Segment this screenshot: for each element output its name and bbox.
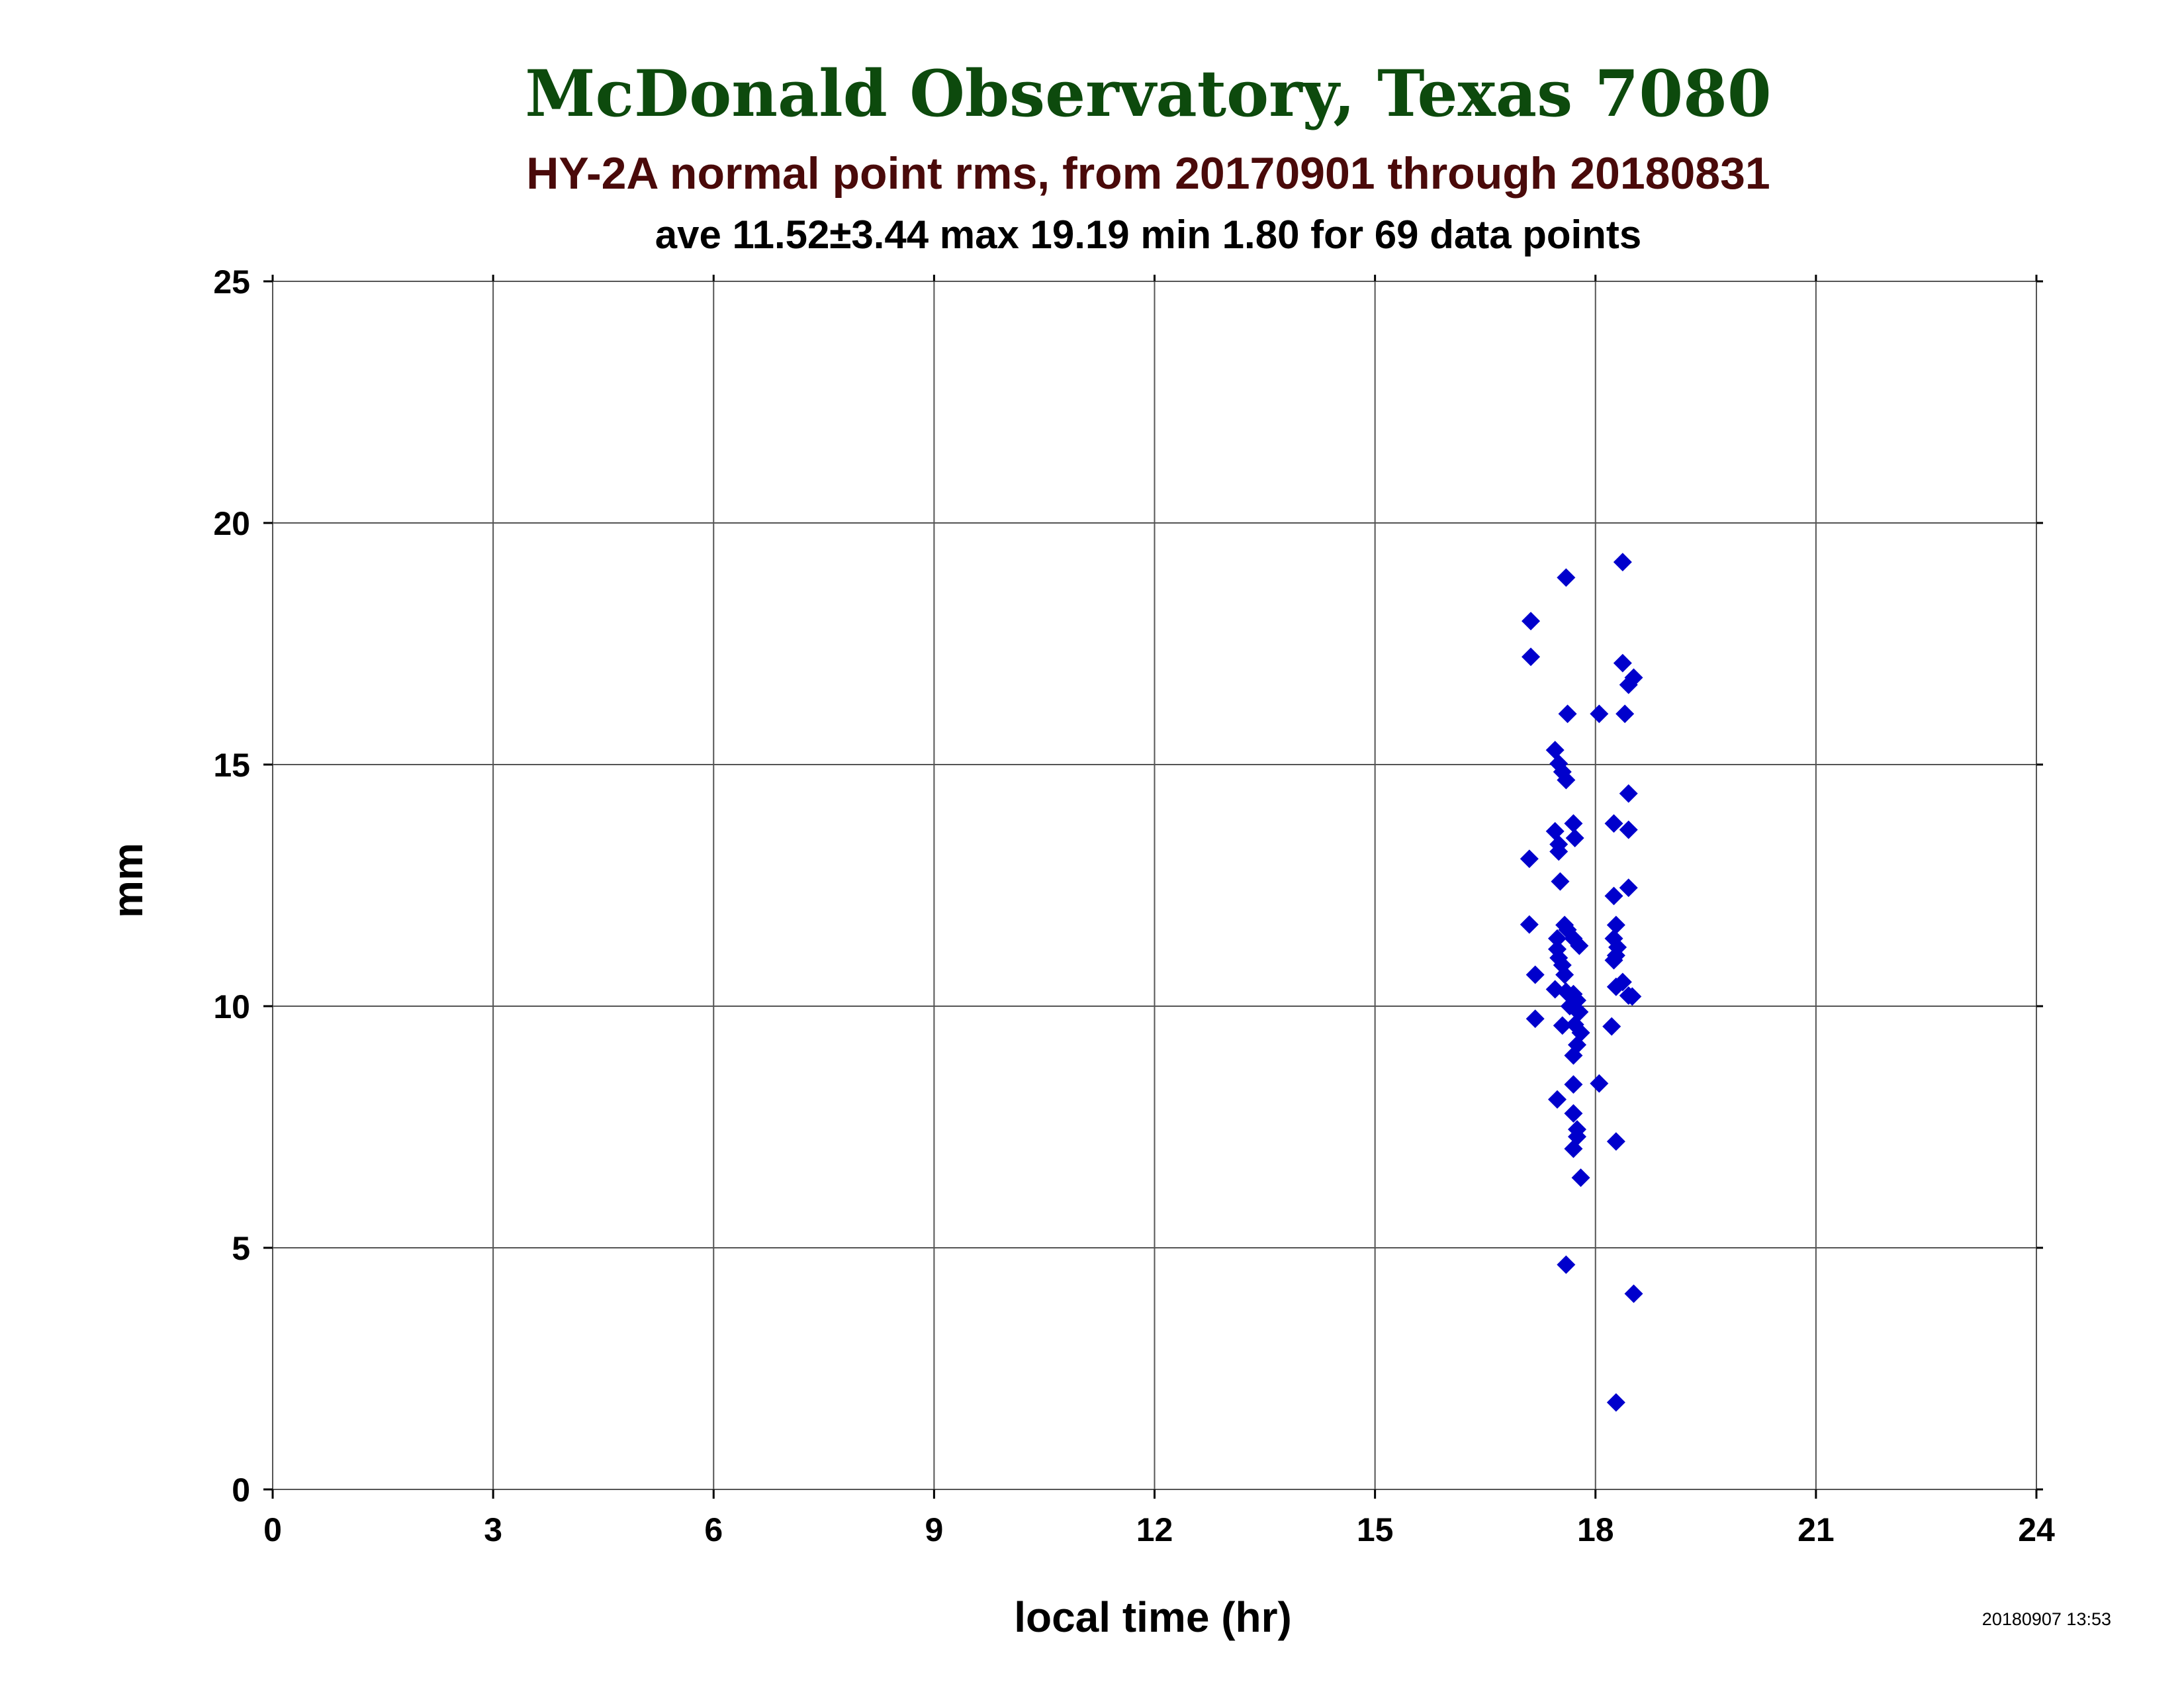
data-point	[1522, 647, 1541, 667]
data-point	[1615, 704, 1635, 724]
data-point	[1564, 1046, 1583, 1065]
chart-stats-line: ave 11.52±3.44 max 19.19 min 1.80 for 69…	[655, 212, 1641, 257]
y-tick-label: 5	[232, 1230, 250, 1267]
x-tick-label: 18	[1577, 1511, 1614, 1548]
data-point	[1553, 1016, 1572, 1035]
x-tick-label: 0	[263, 1511, 282, 1548]
x-tick-label: 24	[2018, 1511, 2055, 1548]
y-tick-label: 25	[213, 263, 250, 301]
data-point	[1548, 929, 1567, 948]
x-tick-label: 12	[1136, 1511, 1173, 1548]
data-point	[1564, 1139, 1583, 1158]
data-points	[1520, 553, 1643, 1412]
data-point	[1613, 972, 1632, 992]
data-point	[1551, 872, 1570, 891]
data-point	[1557, 771, 1576, 790]
data-point	[1590, 704, 1609, 724]
x-tick-label: 21	[1797, 1511, 1835, 1548]
data-point	[1590, 1074, 1609, 1093]
data-point	[1549, 842, 1569, 861]
data-point	[1545, 741, 1565, 760]
y-tick-label: 15	[213, 747, 250, 784]
x-tick-label: 3	[484, 1511, 502, 1548]
data-point	[1623, 987, 1642, 1006]
data-point	[1570, 936, 1589, 955]
x-tick-label: 9	[925, 1511, 943, 1548]
y-axis-label: mm	[104, 843, 152, 918]
timestamp: 20180907 13:53	[1982, 1609, 2111, 1629]
chart-subtitle: HY-2A normal point rms, from 20170901 th…	[526, 148, 1770, 199]
data-point	[1548, 1090, 1567, 1109]
data-point	[1613, 653, 1632, 673]
grid-lines	[272, 281, 2037, 1490]
data-point	[1606, 1393, 1625, 1412]
x-axis-label: local time (hr)	[1014, 1593, 1292, 1641]
data-point	[1606, 1132, 1625, 1151]
data-point	[1522, 612, 1541, 631]
data-point	[1571, 1168, 1590, 1188]
data-point	[1520, 849, 1539, 868]
data-point	[1564, 814, 1583, 833]
data-point	[1613, 553, 1632, 572]
data-point	[1602, 1017, 1621, 1036]
data-point	[1619, 878, 1638, 898]
data-point	[1557, 1255, 1576, 1274]
data-point	[1606, 915, 1625, 935]
data-point	[1564, 1104, 1583, 1123]
y-tick-label: 0	[232, 1472, 250, 1509]
y-tick-label: 10	[213, 988, 250, 1025]
data-point	[1619, 784, 1638, 803]
data-point	[1525, 965, 1545, 984]
data-point	[1564, 1075, 1583, 1094]
data-point	[1624, 1284, 1643, 1303]
data-point	[1557, 568, 1576, 587]
data-point	[1604, 886, 1623, 906]
data-point	[1619, 820, 1638, 839]
chart-title: McDonald Observatory, Texas 7080	[525, 56, 1771, 131]
data-point	[1558, 704, 1577, 724]
data-point	[1606, 946, 1625, 965]
x-tick-label: 6	[704, 1511, 723, 1548]
y-tick-label: 20	[213, 505, 250, 542]
data-point	[1624, 668, 1643, 687]
data-point	[1555, 965, 1574, 984]
axis-ticks: 0 3 6 9 12 15 18 21 24 0 5 10 15 20 25	[213, 263, 2055, 1548]
data-point	[1545, 821, 1565, 841]
data-point	[1525, 1009, 1545, 1028]
data-point	[1565, 828, 1584, 847]
data-point	[1520, 915, 1539, 934]
data-point	[1604, 814, 1623, 833]
x-tick-label: 15	[1357, 1511, 1394, 1548]
